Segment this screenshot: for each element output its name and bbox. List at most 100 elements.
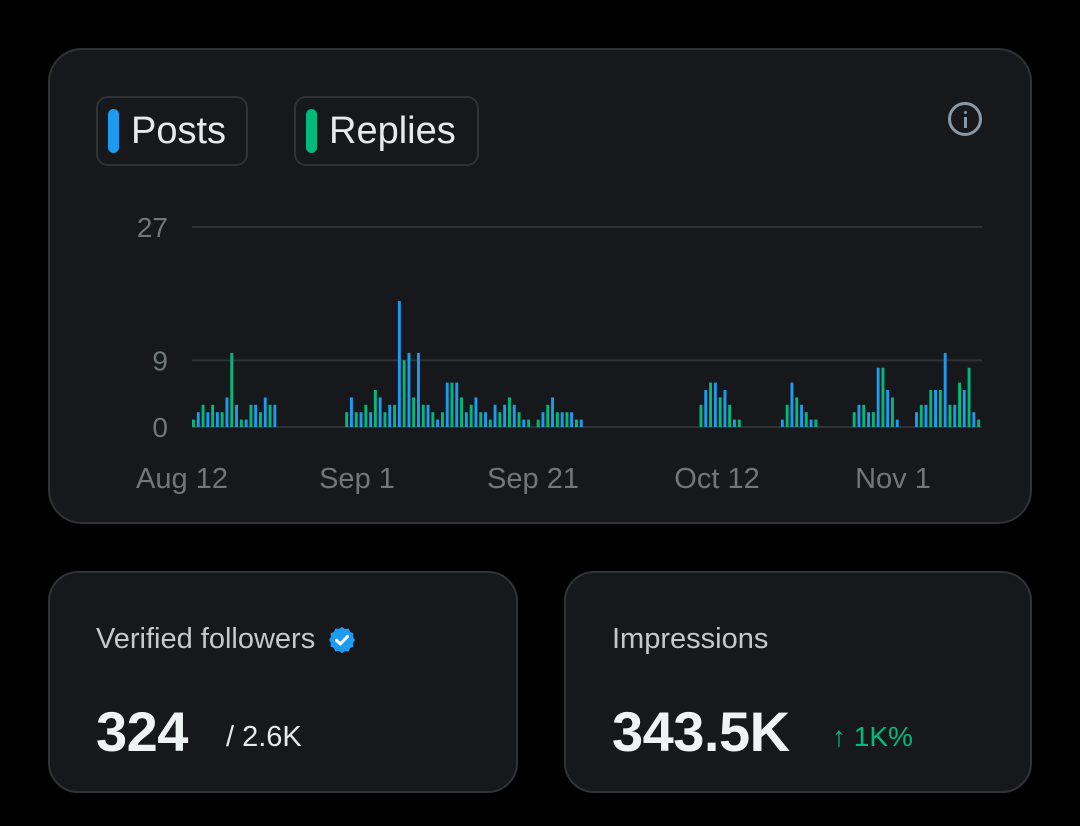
chart-bars	[192, 301, 981, 427]
posts-bar	[551, 397, 554, 427]
replies-bar	[508, 397, 511, 427]
posts-bar	[876, 367, 880, 427]
posts-bar	[388, 404, 392, 427]
posts-bar	[512, 404, 516, 427]
replies-bar	[201, 404, 205, 427]
posts-bar	[723, 390, 727, 427]
replies-bar	[431, 412, 435, 427]
posts-bar	[943, 352, 947, 427]
legend-posts-label: Posts	[131, 109, 227, 152]
replies-bar	[192, 419, 195, 427]
replies-bar	[967, 367, 971, 427]
replies-bar	[737, 419, 741, 427]
replies-bar	[938, 390, 942, 427]
verified-followers-label: Verified followers	[96, 623, 316, 655]
posts-bar	[369, 412, 373, 427]
replies-bar	[699, 404, 703, 427]
replies-bar	[958, 382, 961, 427]
posts-bar	[359, 412, 363, 427]
replies-bar	[402, 360, 406, 427]
replies-bar	[881, 367, 885, 427]
replies-bar	[728, 404, 732, 427]
posts-bar	[455, 382, 459, 427]
posts-bar	[895, 419, 899, 427]
posts-bar	[541, 412, 545, 427]
posts-bar	[962, 390, 966, 427]
replies-bar	[891, 397, 894, 427]
y-tick-label: 9	[152, 345, 168, 376]
verified-followers-value: 324	[96, 700, 188, 763]
posts-bar	[953, 404, 957, 427]
x-tick-label: Sep 21	[487, 463, 579, 495]
posts-bar	[857, 404, 861, 427]
replies-bar	[498, 412, 502, 427]
impressions-card[interactable]: Impressions 343.5K ↑ 1K%	[564, 571, 1032, 793]
replies-bar	[862, 404, 866, 427]
replies-bar	[460, 397, 463, 427]
posts-bar	[235, 404, 238, 427]
replies-bar	[354, 412, 358, 427]
replies-bar	[919, 404, 923, 427]
x-tick-label: Oct 12	[674, 463, 759, 495]
y-tick-label: 0	[152, 412, 168, 443]
x-axis-ticks: Aug 12 Sep 1 Sep 21 Oct 12 Nov 1	[136, 463, 931, 495]
verified-followers-card[interactable]: Verified followers 324 / 2.6K	[48, 571, 518, 793]
posts-bar	[445, 382, 449, 427]
posts-bar	[484, 412, 487, 427]
impressions-label: Impressions	[612, 623, 769, 655]
verified-badge-icon	[329, 626, 356, 653]
posts-bar	[972, 412, 976, 427]
posts-bar	[378, 397, 382, 427]
replies-bar	[814, 419, 818, 427]
posts-bar	[809, 419, 813, 427]
posts-bar	[493, 404, 497, 427]
posts-bar	[206, 412, 210, 427]
replies-bar	[450, 382, 454, 427]
replies-bar	[441, 412, 444, 427]
posts-bar	[733, 419, 736, 427]
y-axis-ticks: 0 9 27	[137, 212, 168, 443]
replies-bar	[220, 412, 224, 427]
x-tick-label: Aug 12	[136, 463, 228, 495]
x-tick-label: Sep 1	[319, 463, 395, 495]
posts-bar	[780, 419, 784, 427]
replies-bar	[211, 404, 215, 427]
y-tick-label: 27	[137, 212, 168, 243]
impressions-value: 343.5K	[612, 700, 790, 763]
info-icon[interactable]	[948, 102, 982, 136]
verified-followers-title: Verified followers	[96, 623, 357, 656]
posts-bar	[522, 419, 526, 427]
replies-bar	[527, 419, 531, 427]
posts-bar	[867, 412, 870, 427]
posts-bar	[886, 390, 890, 427]
legend-replies[interactable]: Replies	[294, 96, 479, 166]
posts-bar	[474, 397, 478, 427]
posts-bar	[915, 412, 918, 427]
posts-bar	[570, 412, 574, 427]
replies-bar	[268, 404, 272, 427]
posts-bar	[215, 412, 219, 427]
posts-bar	[934, 390, 937, 427]
posts-swatch	[108, 109, 119, 153]
chart-gridlines	[192, 226, 982, 428]
replies-bar	[517, 412, 521, 427]
replies-bar	[546, 404, 550, 427]
posts-bar	[407, 352, 411, 427]
posts-bar	[225, 397, 229, 427]
replies-bar	[565, 412, 569, 427]
replies-bar	[249, 404, 253, 427]
activity-chart-card: Posts Replies 0 9 27 Aug 12 Sep 1 Sep 21 Oct …	[48, 48, 1032, 524]
posts-bar	[924, 404, 928, 427]
followers-total: / 2.6K	[226, 721, 302, 753]
replies-bar	[412, 397, 416, 427]
replies-bar	[871, 412, 875, 427]
legend-posts[interactable]: Posts	[96, 96, 248, 166]
replies-bar	[709, 382, 712, 427]
replies-bar	[948, 404, 952, 427]
replies-bar	[421, 404, 425, 427]
posts-bar	[560, 412, 564, 427]
posts-bar	[800, 404, 803, 427]
impressions-change: ↑ 1K%	[832, 721, 913, 752]
posts-bar	[273, 404, 277, 427]
replies-bar	[239, 419, 243, 427]
